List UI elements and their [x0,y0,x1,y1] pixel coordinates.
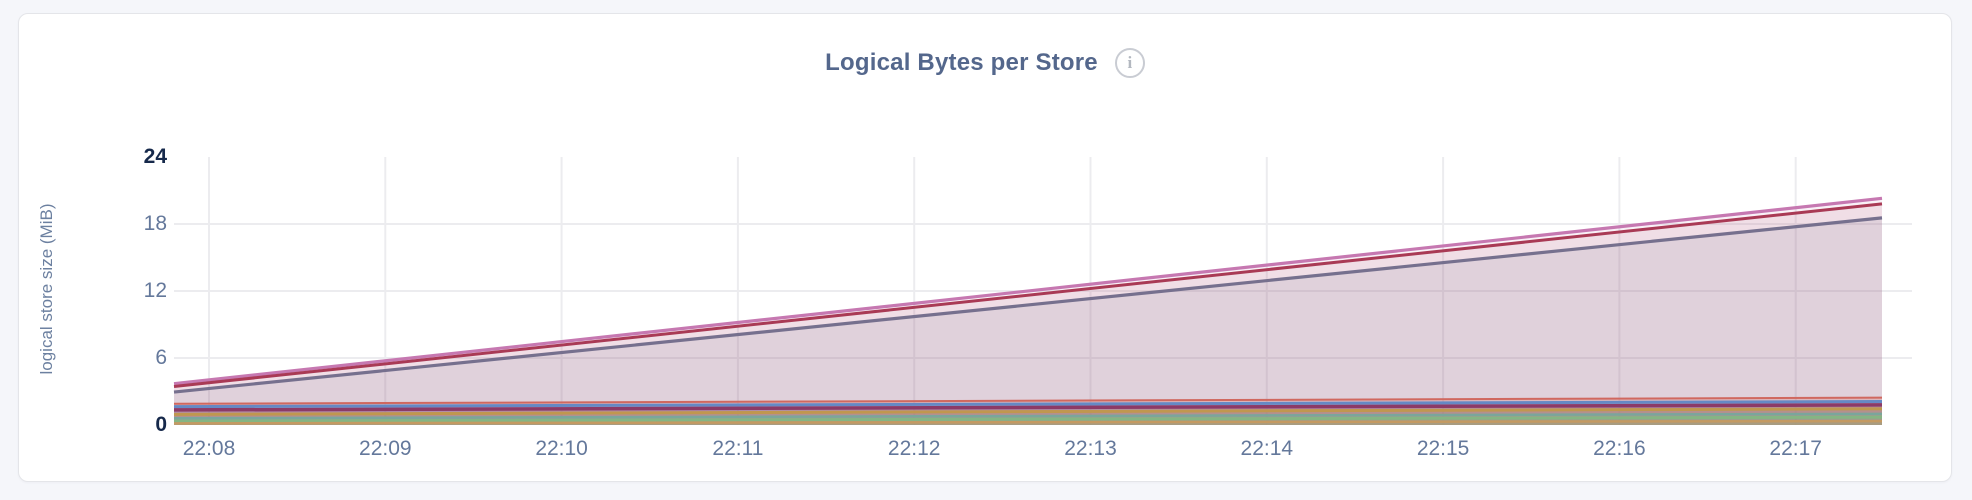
y-tick-label: 18 [143,212,167,235]
x-tick-label: 22:12 [887,437,941,460]
series-line-store-tan [173,419,1883,425]
x-tick-label: 22:17 [1769,437,1822,460]
chart-card: Logical Bytes per Store i logical store … [18,13,1952,482]
info-icon-glyph: i [1127,53,1133,72]
x-tick-label: 22:08 [182,437,236,460]
x-tick-label: 22:16 [1593,437,1646,460]
chart-title: Logical Bytes per Store [825,49,1098,76]
series-line-store-green [173,415,1883,423]
y-axis-label: logical store size (MiB) [37,203,56,375]
x-tick-label: 22:10 [535,437,588,460]
series-line-store-gold [173,407,1883,416]
x-tick-label: 22:09 [359,437,412,460]
chart-canvas[interactable] [19,14,1972,500]
series-line-store-teal [173,412,1883,420]
series-line-store-blue [173,400,1883,409]
y-tick-label: 6 [155,346,167,369]
series-line-store-slate [173,216,1883,394]
area-fill-store-pink [174,198,1882,425]
series-line-store-plum [173,403,1883,412]
chart-header: Logical Bytes per Store i [19,48,1951,78]
chart-area: logical store size (MiB) 0 6 12 18 24 22:08 2… [19,14,1951,481]
x-tick-label: 22:11 [712,437,764,460]
x-tick-label: 22:14 [1240,437,1294,460]
series-line-store-crimson [173,202,1883,388]
info-icon[interactable]: i [1114,48,1145,78]
x-tick-label: 22:15 [1416,437,1470,460]
area-fill-store-crimson [174,203,1882,425]
y-tick-label: 24 [143,145,167,168]
y-tick-label: 12 [143,279,167,302]
y-tick-label: 0 [155,413,167,436]
series-line-store-salmon [173,396,1883,405]
series-line-store-pink [173,196,1883,386]
area-fill-store-slate [174,217,1882,425]
x-tick-label: 22:13 [1064,437,1117,460]
